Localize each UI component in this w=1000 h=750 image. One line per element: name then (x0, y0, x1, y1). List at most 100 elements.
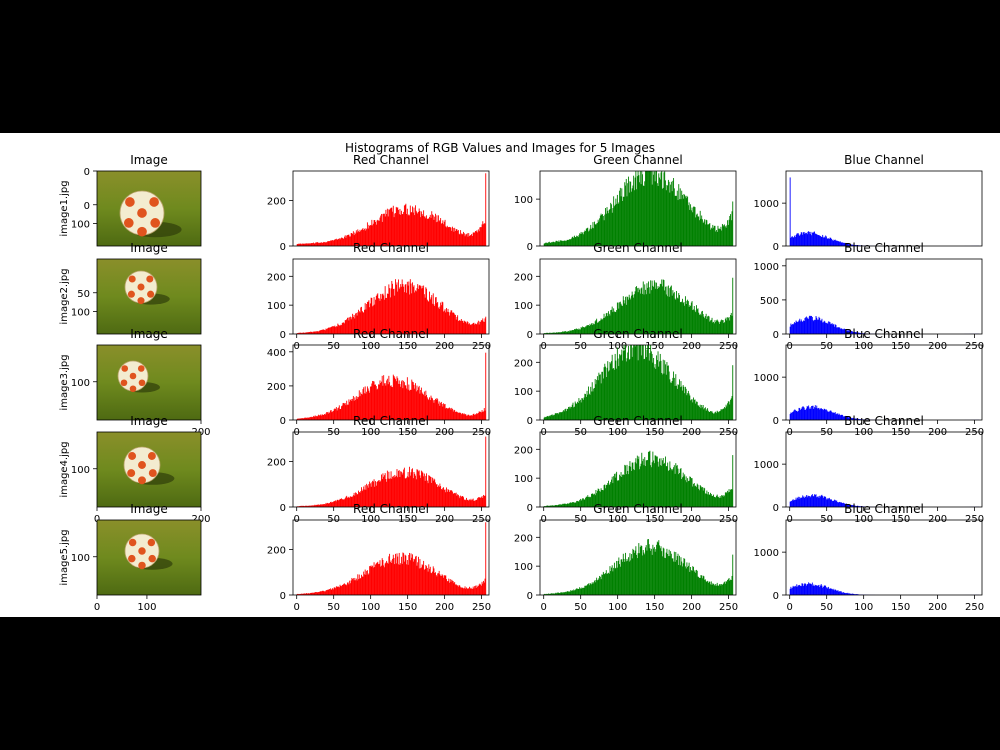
axes-frame (539, 431, 737, 508)
histogram-bar (475, 323, 477, 334)
histogram-bar (399, 287, 401, 334)
histogram-bar (381, 381, 382, 420)
histogram-bar (359, 396, 361, 420)
histogram-bar (359, 229, 361, 246)
histogram-bar (304, 332, 306, 334)
histogram-bar (703, 316, 705, 334)
histogram-bar (682, 194, 683, 246)
histogram-bar (579, 588, 581, 595)
histogram-bar (798, 585, 800, 595)
histogram-bar (385, 385, 387, 420)
histogram-bar (364, 569, 366, 595)
histogram-bar (477, 232, 479, 246)
histogram-bar (690, 567, 692, 595)
histogram-bar (725, 404, 727, 420)
histogram-bar (856, 418, 858, 420)
histogram-bar (629, 553, 631, 595)
histogram-bar (825, 496, 827, 507)
histogram-bar (483, 582, 485, 595)
histogram-bar (589, 323, 591, 334)
y-tick-label: 100 (71, 308, 90, 319)
histogram-bar (825, 585, 827, 595)
histogram-bar (853, 505, 855, 507)
histogram-bar (838, 241, 840, 246)
histogram-bar (665, 558, 666, 595)
histogram-bar (828, 411, 830, 420)
histogram-bar (568, 331, 569, 334)
histogram-bar (656, 355, 658, 420)
histogram-bar (668, 371, 670, 420)
histogram-bar (689, 571, 691, 595)
histogram-bar (312, 331, 314, 334)
histogram-bar (805, 583, 807, 595)
histogram-bar (617, 358, 619, 420)
histogram-bar (628, 466, 630, 507)
histogram-bar (337, 587, 339, 595)
histogram-bar (323, 591, 325, 595)
histogram-bar (351, 577, 353, 595)
histogram-bar (571, 590, 573, 595)
histogram-bar (429, 214, 431, 246)
histogram-bar (803, 320, 805, 334)
histogram-bar (431, 211, 433, 246)
histogram-bar (647, 171, 649, 246)
histogram-bar (429, 291, 430, 334)
histogram-bar (361, 229, 362, 246)
histogram-bar (806, 405, 808, 420)
histogram-bar (662, 187, 664, 247)
histogram-bar (697, 405, 699, 420)
histogram-bar (449, 582, 450, 595)
histogram-bar (605, 213, 607, 246)
histogram-bar (423, 391, 425, 420)
histogram-bar (383, 213, 385, 246)
ball-patch (127, 290, 135, 298)
histogram-bar (708, 316, 710, 334)
histogram-bar (659, 283, 661, 334)
histogram-bar (469, 323, 470, 334)
histogram-bar (648, 287, 650, 334)
histogram-bar (837, 327, 839, 334)
histogram-bar (685, 304, 687, 334)
histogram-bar (582, 234, 584, 246)
histogram-bar (830, 324, 832, 334)
histogram-bar (406, 564, 408, 595)
histogram-bar (330, 410, 332, 420)
histogram-bar (566, 591, 568, 595)
histogram-bar (619, 566, 621, 595)
histogram-bar (848, 330, 850, 334)
histogram-bar (635, 171, 637, 246)
histogram-bar (322, 242, 324, 246)
histogram-bar (380, 383, 382, 420)
histogram-bar (724, 318, 726, 334)
histogram-bar (399, 208, 401, 246)
histogram-bar (430, 477, 432, 507)
ball-patch (148, 469, 157, 478)
histogram-bar (384, 473, 386, 507)
axes-frame (292, 344, 490, 421)
histogram-bar (713, 496, 715, 507)
histogram-bar (408, 281, 410, 334)
histogram-bar (576, 588, 578, 595)
histogram-bar (619, 187, 621, 247)
histogram-bar (729, 492, 731, 507)
histogram-bar (582, 498, 584, 507)
histogram-bar (480, 411, 482, 420)
histogram-bar (298, 594, 300, 595)
histogram-bar (732, 365, 734, 420)
histogram-bar (812, 232, 814, 246)
histogram-bar (394, 564, 396, 595)
histogram-bar (571, 404, 573, 420)
histogram-bar (580, 402, 582, 420)
x-tick-label: 50 (820, 602, 833, 613)
histogram-bar (839, 414, 841, 420)
histogram-bar (438, 486, 440, 507)
histogram-bar (327, 503, 329, 507)
histogram-bar (622, 201, 623, 246)
histogram-bar (645, 545, 647, 595)
histogram-bar (727, 580, 729, 595)
x-tick-label: 50 (327, 602, 340, 613)
histogram-bar (721, 584, 723, 595)
histogram-bar (411, 293, 413, 334)
histogram-bar (727, 579, 729, 595)
histogram-bar (568, 591, 569, 595)
